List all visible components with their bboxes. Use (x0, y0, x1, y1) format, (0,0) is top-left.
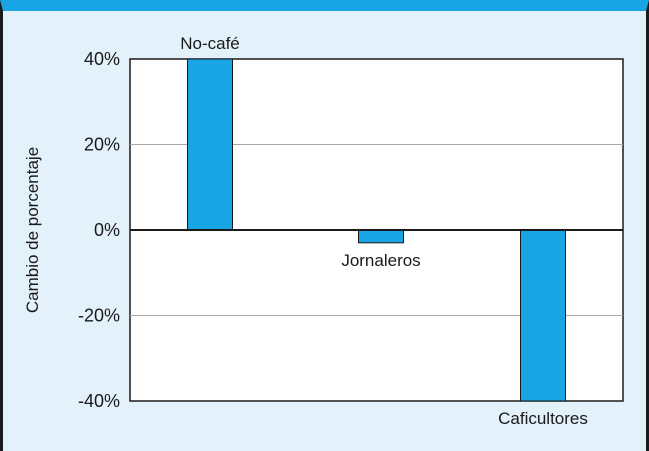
y-tick-label: 20% (84, 135, 120, 155)
bars (187, 58, 566, 402)
y-tick-label: 0% (94, 220, 120, 240)
y-tick-label: 40% (84, 49, 120, 69)
bar-1 (187, 58, 233, 231)
y-tick-labels: 40% 20% 0% -20% -40% (78, 49, 120, 411)
category-label: Jornaleros (341, 251, 420, 270)
y-tick-label: -20% (78, 306, 120, 326)
y-tick-label: -40% (78, 391, 120, 411)
category-label: No-café (180, 34, 240, 53)
y-axis-label: Cambio de porcentaje (23, 147, 42, 313)
category-labels: No-café Jornaleros Caficultores (180, 34, 588, 428)
bar-3 (520, 229, 566, 402)
category-label: Caficultores (498, 409, 588, 428)
bar-2 (358, 229, 404, 244)
